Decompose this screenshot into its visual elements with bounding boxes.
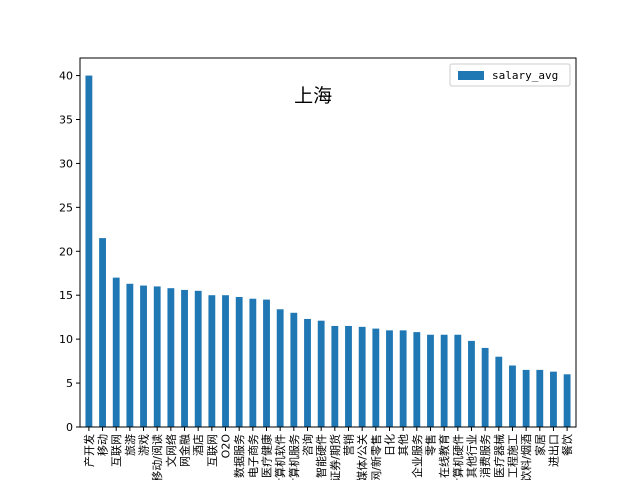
bar-29: [481, 347, 489, 427]
bar-13: [263, 299, 270, 427]
x-tick-label-4: 游戏: [138, 434, 151, 456]
bar-26: [440, 334, 448, 427]
bar-0: [85, 75, 93, 428]
x-tick-label-6: 文网络: [164, 434, 178, 467]
x-tick-label-3: 旅游: [123, 434, 137, 456]
x-tick-label-2: 互联网: [110, 434, 123, 467]
x-tick-label-24: 企业服务: [410, 434, 424, 478]
bar-28: [468, 340, 475, 427]
x-tick-label-35: 餐饮: [560, 434, 574, 456]
chart-title: 上海: [294, 85, 332, 107]
bar-20: [358, 326, 366, 427]
x-tick-label-28: 其他行业: [465, 434, 478, 478]
bar-32: [522, 369, 530, 427]
bar-17: [317, 320, 325, 427]
bar-31: [509, 365, 516, 427]
y-axis: 0 5 10 15 20 25 30 35 40: [59, 70, 80, 434]
bar-5: [153, 286, 161, 427]
bar-7: [181, 289, 188, 427]
y-tick-label-1: 5: [66, 377, 73, 390]
x-tick-label-1: 移动: [97, 434, 110, 456]
y-tick-label-4: 20: [59, 245, 73, 258]
x-tick-label-27: 计算机硬件: [451, 434, 465, 480]
x-tick-label-13: 医疗健康: [260, 434, 274, 478]
x-tick-label-19: 营销: [341, 434, 355, 456]
bar-24: [413, 332, 421, 427]
bar-34: [550, 371, 557, 427]
x-tick-label-21: 互联网/新零售: [369, 434, 383, 480]
bar-33: [536, 369, 544, 427]
x-tick-label-17: 智能硬件: [314, 434, 328, 478]
y-tick-label-6: 30: [59, 157, 73, 170]
bar-6: [167, 288, 175, 427]
legend-box: [449, 63, 571, 87]
bar-27: [454, 334, 462, 427]
plot-frame: [79, 57, 577, 428]
bar-4: [140, 285, 147, 427]
bar-10: [222, 295, 229, 427]
x-tick-label-8: 酒店: [191, 434, 205, 456]
x-tick-label-5: 移动/阅读: [150, 434, 164, 480]
x-tick-label-30: 医疗器械: [492, 434, 506, 478]
bar-1: [99, 238, 106, 427]
legend-label: salary_avg: [492, 69, 558, 82]
y-tick-label-3: 15: [59, 289, 73, 302]
x-tick-label-12: 电子商务: [246, 434, 260, 478]
bar-2: [112, 277, 120, 427]
x-tick-label-32: 饮料/烟酒: [519, 434, 533, 480]
x-tick-label-26: 在线教育: [437, 434, 451, 478]
x-tick-label-31: 工程施工: [506, 434, 519, 478]
x-tick-label-16: 咨询: [301, 434, 315, 456]
x-tick-label-34: 进出口: [546, 434, 560, 467]
x-tick-label-23: 其他: [397, 434, 410, 456]
bar-23: [399, 330, 407, 427]
bar-19: [345, 325, 352, 427]
y-tick-label-2: 10: [59, 333, 73, 346]
x-tick-label-33: 家居: [533, 434, 547, 456]
y-tick-label-8: 40: [59, 70, 73, 83]
y-tick-label-0: 0: [66, 421, 73, 434]
bars-group: [85, 75, 571, 428]
x-tick-label-9: 互联网: [206, 434, 219, 467]
bar-11: [235, 296, 243, 427]
x-tick-label-15: 计算机服务: [287, 434, 301, 480]
bar-12: [249, 298, 257, 427]
legend-swatch: [458, 71, 484, 80]
bar-16: [304, 318, 311, 427]
bar-35: [563, 374, 571, 427]
x-tick-label-11: 数据服务: [232, 434, 246, 478]
bar-18: [331, 325, 339, 427]
bar-22: [386, 330, 393, 427]
bar-30: [495, 356, 503, 427]
bar-14: [276, 309, 284, 427]
x-tick-label-0: 产开发: [82, 434, 96, 467]
x-axis: 产开发 移动 互联网 旅游 游戏 移动/阅读 文网络 网金融 酒店 互联网 O2O 数据服务 电子商务医…: [82, 427, 574, 480]
x-tick-label-10: O2O: [220, 434, 233, 459]
x-tick-label-25: 零售: [423, 434, 437, 456]
y-tick-label-7: 35: [59, 114, 73, 127]
x-tick-label-29: 消费服务: [478, 434, 492, 478]
bar-8: [194, 290, 202, 427]
x-tick-label-18: 证券/期货: [328, 434, 342, 480]
x-tick-label-14: 计算机软件: [273, 434, 287, 480]
bar-9: [208, 295, 216, 427]
bar-15: [290, 312, 298, 427]
legend: salary_avg: [449, 63, 571, 87]
bar-3: [126, 283, 134, 427]
x-tick-label-20: 媒体/公关: [355, 434, 369, 480]
bar-25: [427, 334, 434, 427]
bar-21: [372, 328, 380, 427]
y-tick-label-5: 25: [59, 201, 73, 214]
x-tick-label-7: 网金融: [178, 434, 192, 467]
x-tick-label-22: 日化: [382, 434, 396, 456]
